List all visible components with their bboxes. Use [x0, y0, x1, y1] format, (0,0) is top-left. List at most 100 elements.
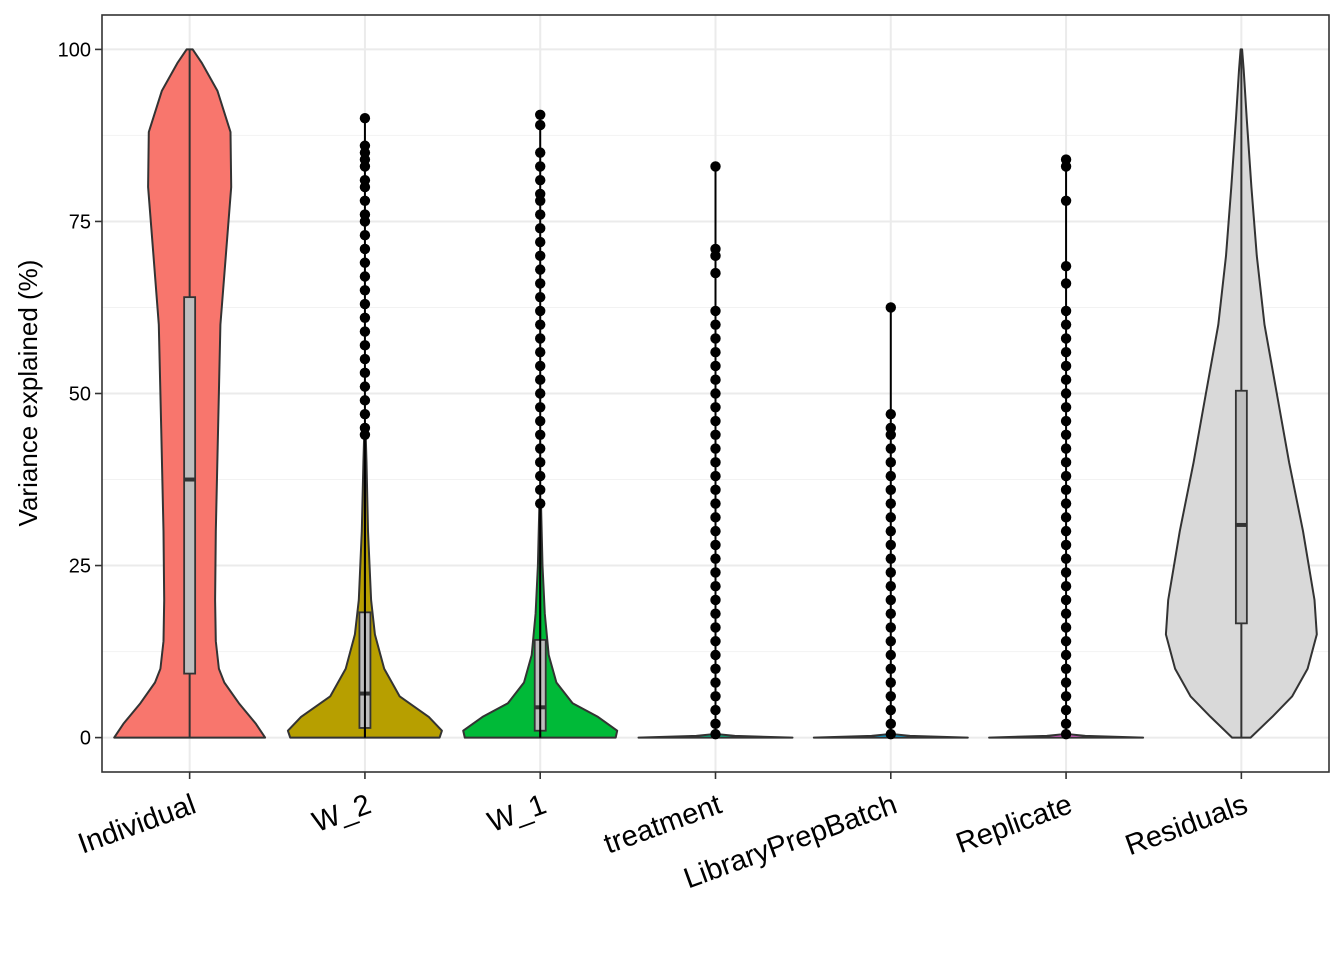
x-tick-label-Residuals: Residuals: [1121, 789, 1252, 863]
outlier-point: [535, 374, 546, 385]
outlier-point: [710, 663, 721, 674]
outlier-point: [885, 663, 896, 674]
outlier-point: [535, 147, 546, 158]
outlier-point: [710, 567, 721, 578]
outlier-point: [1060, 484, 1072, 496]
outlier-point: [1060, 498, 1072, 509]
outlier-point: [535, 174, 546, 186]
outlier-point: [359, 326, 371, 337]
outlier-point: [535, 402, 546, 413]
outlier-point: [1060, 278, 1072, 289]
outlier-point: [710, 333, 721, 344]
outlier-point: [710, 525, 721, 537]
outlier-point: [710, 512, 721, 523]
outlier-point: [1060, 525, 1072, 537]
violin-group-LibraryPrepBatch: [812, 302, 969, 740]
outlier-point: [1060, 429, 1072, 440]
outlier-point: [359, 298, 371, 310]
outlier-point: [710, 305, 721, 317]
outlier-point: [885, 622, 896, 633]
x-tick-label-Replicate: Replicate: [952, 789, 1077, 860]
outlier-point: [1060, 539, 1072, 551]
outlier-point: [1060, 512, 1072, 523]
outlier-point: [1060, 154, 1072, 165]
outlier-point: [885, 677, 896, 688]
outlier-point: [885, 691, 896, 702]
outlier-point: [359, 174, 371, 186]
outlier-point: [359, 422, 371, 434]
outlier-point: [359, 353, 371, 365]
outlier-point: [710, 470, 721, 482]
outlier-point: [535, 388, 546, 399]
outlier-point: [1060, 443, 1072, 454]
outlier-point: [885, 422, 896, 434]
outlier-point: [1060, 663, 1072, 674]
outlier-point: [535, 223, 546, 234]
outlier-point: [885, 498, 896, 509]
outlier-point: [1060, 388, 1072, 399]
outlier-point: [885, 594, 896, 606]
outlier-point: [1060, 580, 1072, 592]
outlier-point: [535, 498, 546, 509]
outlier-point: [359, 367, 371, 379]
outlier-point: [1060, 728, 1072, 740]
outlier-point: [885, 470, 896, 482]
outlier-point: [885, 608, 896, 619]
violin-group-W_1: [462, 109, 619, 739]
outlier-point: [535, 161, 546, 172]
outlier-point: [710, 704, 721, 716]
outlier-point: [710, 580, 721, 592]
outlier-point: [885, 728, 896, 740]
outlier-point: [885, 580, 896, 592]
outlier-point: [885, 649, 896, 661]
outlier-point: [535, 209, 546, 220]
outlier-point: [1060, 319, 1072, 330]
outlier-point: [535, 429, 546, 440]
outlier-point: [535, 333, 546, 344]
outlier-point: [710, 443, 721, 454]
outlier-point: [710, 498, 721, 509]
outlier-point: [359, 209, 371, 220]
outlier-point: [535, 347, 546, 358]
outlier-point: [1060, 553, 1072, 564]
outlier-point: [535, 415, 546, 427]
outlier-point: [885, 457, 896, 468]
outlier-point: [1060, 622, 1072, 633]
outlier-point: [710, 649, 721, 661]
outlier-point: [535, 236, 546, 248]
outlier-point: [535, 278, 546, 289]
violin-group-Individual: [113, 48, 267, 739]
outlier-point: [1060, 691, 1072, 702]
outlier-point: [359, 285, 371, 296]
outlier-point: [359, 312, 371, 323]
outlier-point: [359, 243, 371, 255]
y-tick-label: 75: [69, 211, 91, 233]
outlier-point: [359, 271, 371, 282]
outlier-point: [710, 161, 721, 172]
outlier-point: [885, 484, 896, 496]
outlier-point: [1060, 347, 1072, 358]
outlier-point: [710, 539, 721, 551]
outlier-point: [1060, 608, 1072, 619]
outlier-point: [710, 484, 721, 496]
outlier-point: [1060, 594, 1072, 606]
outlier-point: [710, 553, 721, 564]
outlier-point: [1060, 470, 1072, 482]
outlier-point: [710, 388, 721, 399]
outlier-point: [885, 553, 896, 564]
outlier-point: [1060, 457, 1072, 468]
outlier-point: [710, 360, 721, 372]
outlier-point: [535, 443, 546, 454]
outlier-point: [359, 340, 371, 351]
outlier-point: [359, 195, 371, 207]
violin-group-Residuals: [1164, 48, 1318, 739]
outlier-point: [1060, 677, 1072, 688]
outlier-point: [1060, 704, 1072, 716]
box-iqr: [183, 296, 197, 675]
outlier-point: [885, 718, 896, 730]
outlier-point: [710, 636, 721, 647]
outlier-point: [710, 691, 721, 702]
violin-marks: [113, 48, 1318, 740]
violin-group-Replicate: [988, 154, 1145, 740]
outlier-point: [885, 302, 896, 313]
